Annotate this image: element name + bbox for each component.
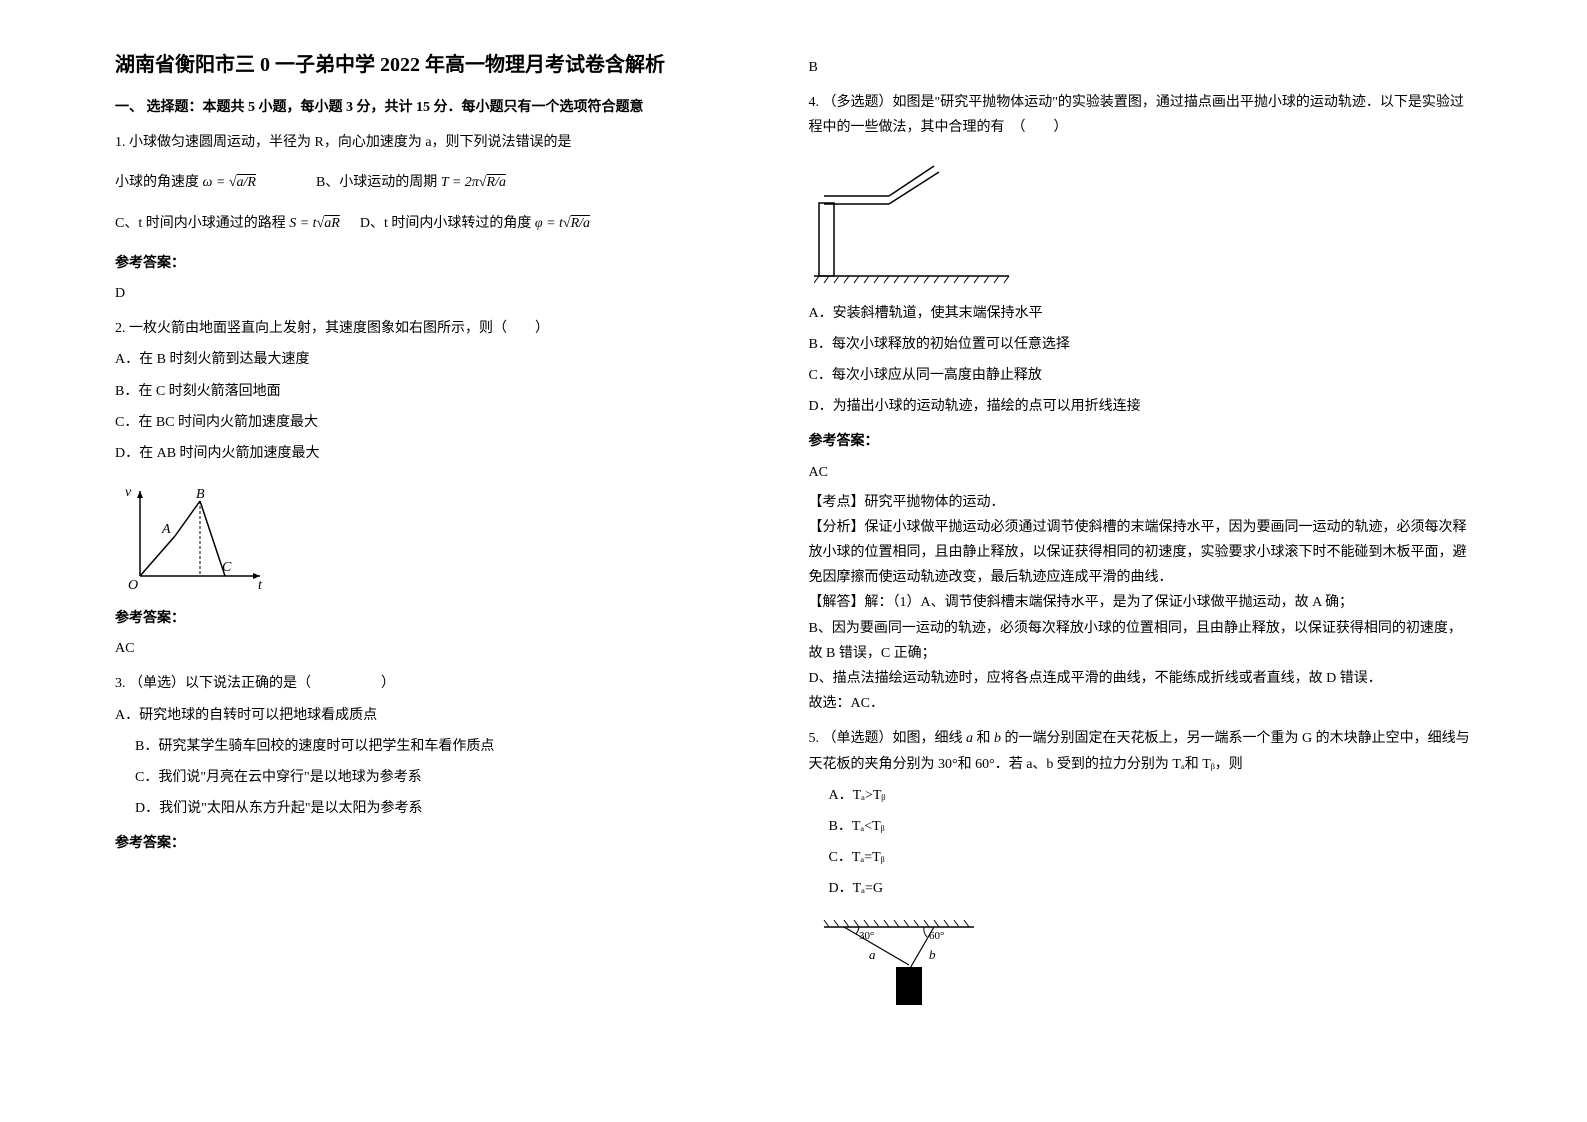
q2-optB: B．在 C 时刻火箭落回地面 [115,379,779,404]
svg-text:A: A [161,522,171,537]
q5-optB: B．Tₐ<Tᵦ [809,814,1473,839]
q4-apparatus-diagram [809,151,1473,291]
q1-answer-label: 参考答案： [115,251,779,276]
ceiling-block-svg: 30° 60° a b [814,917,984,1012]
svg-text:30°: 30° [859,930,874,942]
var-a: a [966,731,973,746]
q3-answer: B [809,55,1473,80]
formula-omega: ω = √a/R [203,175,256,190]
q4-conclusion: 故选：AC． [809,691,1473,716]
question-5: 5. （单选题）如图，细线 a 和 b 的一端分别固定在天花板上，另一端系一个重… [809,726,1473,1016]
svg-text:60°: 60° [929,930,944,942]
q2-optA: A．在 B 时刻火箭到达最大速度 [115,347,779,372]
q3-optC: C．我们说"月亮在云中穿行"是以地球为参考系 [115,765,779,790]
q1-optD: D、t 时间内小球转过的角度 φ = t√R/a [360,211,590,236]
q4-optD: D．为描出小球的运动轨迹，描绘的点可以用折线连接 [809,394,1473,419]
q4-analysis-b: B、因为要画同一运动的轨迹，必须每次释放小球的位置相同，且由静止释放，以保证获得… [809,616,1473,666]
projectile-apparatus-svg [814,156,1014,286]
q5-text: 5. （单选题）如图，细线 a 和 b 的一端分别固定在天花板上，另一端系一个重… [809,726,1473,776]
q4-optA: A．安装斜槽轨道，使其末端保持水平 [809,301,1473,326]
q5-optA: A．Tₐ>Tᵦ [809,783,1473,808]
q1-optC: C、t 时间内小球通过的路程 S = t√aR [115,211,340,236]
question-2: 2. 一枚火箭由地面竖直向上发射，其速度图象如右图所示，则（ ） A．在 B 时… [115,316,779,661]
svg-text:a: a [869,947,876,962]
question-3: 3. （单选）以下说法正确的是（ ） A．研究地球的自转时可以把地球看成质点 B… [115,671,779,856]
svg-text:v: v [125,485,132,500]
q4-optB: B．每次小球释放的初始位置可以任意选择 [809,332,1473,357]
q4-optC: C．每次小球应从同一高度由静止释放 [809,363,1473,388]
q1-text: 1. 小球做匀速圆周运动，半径为 R，向心加速度为 a，则下列说法错误的是 [115,130,779,155]
q2-optC: C．在 BC 时间内火箭加速度最大 [115,410,779,435]
q2-answer-label: 参考答案： [115,606,779,631]
question-4: 4. （多选题）如图是"研究平抛物体运动"的实验装置图，通过描点画出平抛小球的运… [809,90,1473,716]
q5-tension-diagram: 30° 60° a b [809,912,1473,1017]
formula-path: S = t√aR [289,216,340,231]
q3-text: 3. （单选）以下说法正确的是（ ） [115,671,779,696]
q3-optA: A．研究地球的自转时可以把地球看成质点 [115,703,779,728]
q5-optC: C．Tₐ=Tᵦ [809,845,1473,870]
q4-answer-label: 参考答案： [809,429,1473,454]
q2-answer: AC [115,636,779,661]
right-column: B 4. （多选题）如图是"研究平抛物体运动"的实验装置图，通过描点画出平抛小球… [794,50,1488,1072]
q4-analysis-d: D、描点法描绘运动轨迹时，应将各点连成平滑的曲线，不能练成折线或者直线，故 D … [809,666,1473,691]
q2-text: 2. 一枚火箭由地面竖直向上发射，其速度图象如右图所示，则（ ） [115,316,779,341]
q5-optD: D．Tₐ=G [809,876,1473,901]
formula-angle: φ = t√R/a [535,216,590,231]
q1-row1: 小球的角速度 ω = √a/R B、小球运动的周期 T = 2π√R/a [115,170,779,195]
q4-text: 4. （多选题）如图是"研究平抛物体运动"的实验装置图，通过描点画出平抛小球的运… [809,90,1473,140]
q4-analysis1: 【考点】研究平抛物体的运动． [809,490,1473,515]
q2-optD: D．在 AB 时间内火箭加速度最大 [115,441,779,466]
q1-optA: 小球的角速度 ω = √a/R [115,170,256,195]
q1-row2: C、t 时间内小球通过的路程 S = t√aR D、t 时间内小球转过的角度 φ… [115,211,779,236]
q3-optD: D．我们说"太阳从东方升起"是以太阳为参考系 [115,796,779,821]
var-b: b [994,731,1001,746]
svg-text:t: t [258,578,263,591]
svg-text:b: b [929,947,936,962]
q3-optB: B．研究某学生骑车回校的速度时可以把学生和车看作质点 [115,734,779,759]
section-header: 一、 选择题：本题共 5 小题，每小题 3 分，共计 15 分．每小题只有一个选… [115,95,779,120]
document-title: 湖南省衡阳市三 0 一子弟中学 2022 年高一物理月考试卷含解析 [115,50,779,80]
svg-text:C: C [222,560,232,575]
q2-velocity-graph: v t O A B C [115,476,779,596]
q3-answer-label: 参考答案： [115,831,779,856]
svg-text:O: O [128,578,138,591]
left-column: 湖南省衡阳市三 0 一子弟中学 2022 年高一物理月考试卷含解析 一、 选择题… [100,50,794,1072]
question-1: 1. 小球做匀速圆周运动，半径为 R，向心加速度为 a，则下列说法错误的是 小球… [115,130,779,306]
q4-answer: AC [809,460,1473,485]
q1-optB: B、小球运动的周期 T = 2π√R/a [316,170,506,195]
q4-analysis3: 【解答】解：（1）A、调节使斜槽末端保持水平，是为了保证小球做平抛运动，故 A … [809,590,1473,615]
q4-analysis2: 【分析】保证小球做平抛运动必须通过调节使斜槽的末端保持水平，因为要画同一运动的轨… [809,515,1473,591]
q1-answer: D [115,281,779,306]
svg-text:B: B [196,487,205,502]
velocity-time-graph-svg: v t O A B C [120,481,270,591]
formula-period: T = 2π√R/a [441,175,506,190]
